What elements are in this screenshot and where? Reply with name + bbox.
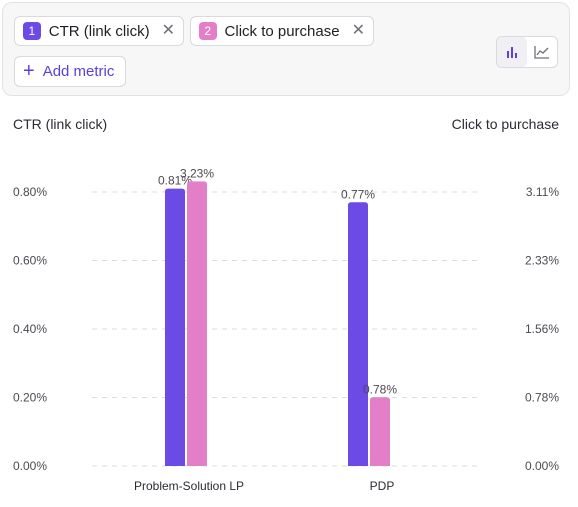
plus-icon: + [23,59,35,82]
right-tick-label: 1.56% [525,322,559,336]
metric-selector-panel: 1 CTR (link click) ✕ 2 Click to purchase… [2,2,570,96]
left-tick-label: 0.20% [13,391,47,405]
bar [348,202,368,466]
metric-chip-1[interactable]: 1 CTR (link click) ✕ [14,16,184,46]
category-label: PDP [370,479,395,493]
line-chart-icon[interactable] [527,37,557,67]
metric-chip-2-label: Click to purchase [224,22,340,40]
right-tick-label: 0.78% [525,391,559,405]
right-axis-title: Click to purchase [451,116,559,132]
metric-chip-2[interactable]: 2 Click to purchase ✕ [190,16,374,46]
left-tick-label: 0.40% [13,322,47,336]
add-metric-button[interactable]: + Add metric [14,56,126,87]
left-tick-label: 0.60% [13,254,47,268]
bar-chart-icon[interactable] [497,37,527,67]
metric-chip-2-index: 2 [199,22,217,40]
add-metric-label: Add metric [42,63,115,80]
bar-value-label: 0.77% [341,187,375,201]
left-tick-label: 0.00% [13,459,47,473]
left-axis-title: CTR (link click) [13,116,108,132]
bar-value-label: 0.81% [158,174,192,188]
right-tick-label: 2.33% [525,254,559,268]
bar-value-label: 3.23% [180,166,214,180]
close-icon[interactable]: ✕ [161,22,175,39]
bar [187,181,207,466]
bar [165,188,185,466]
metric-chip-1-label: CTR (link click) [48,22,150,40]
bar [370,397,390,466]
bar-value-label: 0.78% [363,382,397,396]
category-label: Problem-Solution LP [134,479,244,493]
right-tick-label: 3.11% [526,185,559,199]
left-tick-label: 0.80% [13,185,47,199]
chart-type-toggle [496,36,558,68]
right-tick-label: 0.00% [525,459,559,473]
metric-chip-1-index: 1 [23,22,41,40]
close-icon[interactable]: ✕ [351,22,365,39]
